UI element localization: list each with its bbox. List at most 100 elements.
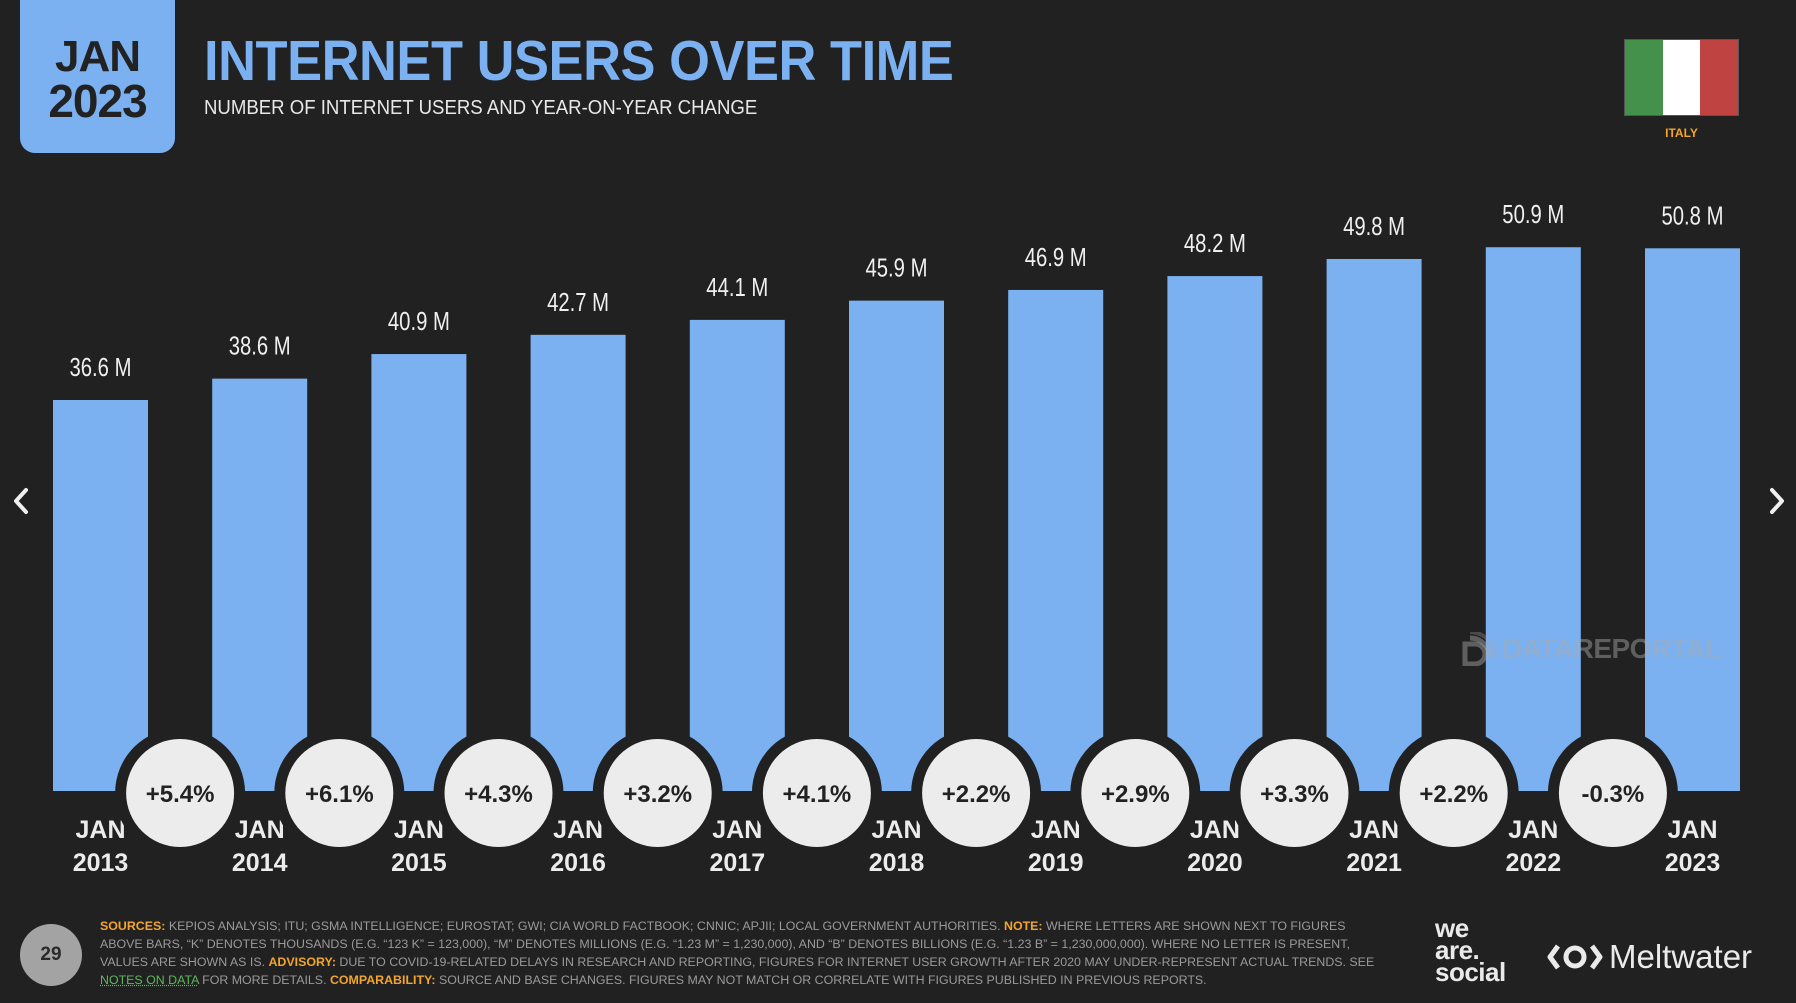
category-label-month: JAN <box>1667 816 1717 844</box>
yoy-bubble <box>1081 739 1190 847</box>
flag-stripe-white <box>1662 40 1701 115</box>
bar <box>53 400 148 791</box>
footnote-text: KEPIOS ANALYSIS; ITU; GSMA INTELLIGENCE;… <box>165 919 1004 933</box>
bar <box>1008 289 1104 791</box>
yoy-bubble <box>285 739 394 847</box>
category-label-month: JAN <box>235 816 285 844</box>
yoy-bubble <box>922 739 1031 847</box>
category-label-year: 2023 <box>1665 849 1721 877</box>
category-label-month: JAN <box>394 816 444 844</box>
bar <box>1645 248 1740 792</box>
page-subtitle: NUMBER OF INTERNET USERS AND YEAR-ON-YEA… <box>204 97 758 119</box>
footnote-text: SOURCE AND BASE CHANGES. FIGURES MAY NOT… <box>435 973 1207 987</box>
value-label: 40.9 M <box>388 307 450 336</box>
bar <box>849 300 944 791</box>
flag-stripe-green <box>1625 40 1663 115</box>
meltwater-logo: Meltwater <box>1547 938 1752 976</box>
yoy-change-label: +4.1% <box>783 781 852 808</box>
yoy-change-label: +2.2% <box>1419 781 1488 808</box>
category-label-month: JAN <box>1508 816 1558 844</box>
value-label: 46.9 M <box>1025 243 1087 272</box>
bar <box>530 334 626 791</box>
category-label-year: 2016 <box>550 849 606 877</box>
footnote-text: WHERE LETTERS ARE SHOWN NEXT TO FIGURES … <box>100 919 1350 969</box>
yoy-change-label: +2.9% <box>1101 781 1170 808</box>
yoy-bubble <box>603 739 712 847</box>
bar <box>689 319 785 791</box>
footnote: SOURCES: KEPIOS ANALYSIS; ITU; GSMA INTE… <box>100 917 1390 989</box>
category-label-month: JAN <box>712 816 762 844</box>
meltwater-wordmark: Meltwater <box>1609 938 1753 975</box>
yoy-bubble <box>1558 739 1667 847</box>
yoy-bubble <box>1240 739 1349 847</box>
chevron-left-icon <box>14 488 28 514</box>
page-title: INTERNET USERS OVER TIME <box>204 29 954 93</box>
bar <box>371 354 467 791</box>
yoy-change-label: +3.3% <box>1260 781 1329 808</box>
category-label-year: 2013 <box>73 849 129 877</box>
footnote-key: SOURCES: <box>100 919 166 933</box>
previous-slide-button[interactable] <box>11 486 31 516</box>
yoy-bubble <box>444 739 553 847</box>
footnote-key: ADVISORY: <box>268 955 336 969</box>
date-badge-year: 2023 <box>48 74 147 127</box>
value-label: 50.8 M <box>1662 201 1724 230</box>
datareportal-logo-icon <box>1462 632 1498 666</box>
value-label: 44.1 M <box>706 272 768 301</box>
date-badge-month: JAN <box>54 32 141 82</box>
bar <box>1167 276 1263 791</box>
category-label-month: JAN <box>75 816 125 844</box>
category-label-year: 2021 <box>1346 849 1402 877</box>
footnote-key: NOTE: <box>1004 919 1043 933</box>
bar-chart: 36.6 M JAN 2013 38.6 M JAN 2014 40.9 M JAN 2015 4… <box>53 200 1740 877</box>
category-label-year: 2017 <box>709 849 765 877</box>
bar <box>1485 247 1581 791</box>
value-label: 42.7 M <box>547 287 609 316</box>
logo-line: social <box>1435 957 1506 987</box>
we-are-social-logo: we are. social <box>1435 913 1506 987</box>
page-number: 29 <box>20 924 82 986</box>
category-label-year: 2020 <box>1187 849 1243 877</box>
yoy-bubble <box>126 739 235 847</box>
category-label-year: 2014 <box>232 849 288 877</box>
category-label-year: 2015 <box>391 849 447 877</box>
flag-stripe-red <box>1700 40 1739 115</box>
yoy-change-label: +4.3% <box>464 781 533 808</box>
value-label: 36.6 M <box>70 353 132 382</box>
watermark-text: DATAREPORTAL <box>1502 633 1722 664</box>
category-label-month: JAN <box>1031 816 1081 844</box>
date-badge: JAN 2023 <box>20 0 175 153</box>
value-label: 48.2 M <box>1184 229 1246 258</box>
value-label: 45.9 M <box>866 253 928 282</box>
value-label: 49.8 M <box>1343 212 1405 241</box>
footnote-text: DUE TO COVID-19-RELATED DELAYS IN RESEAR… <box>335 955 1375 969</box>
category-label-month: JAN <box>871 816 921 844</box>
category-label-year: 2022 <box>1505 849 1561 877</box>
yoy-change-label: +5.4% <box>146 781 215 808</box>
value-label: 50.9 M <box>1502 200 1564 229</box>
yoy-change-label: +6.1% <box>305 781 374 808</box>
italy-flag-icon <box>1625 40 1739 115</box>
category-label-month: JAN <box>1190 816 1240 844</box>
category-label-year: 2019 <box>1028 849 1084 877</box>
bar <box>212 378 308 791</box>
country-label: ITALY <box>1665 126 1698 140</box>
category-label-month: JAN <box>1349 816 1399 844</box>
chevron-right-icon <box>1770 488 1784 514</box>
category-label-year: 2018 <box>869 849 925 877</box>
logo-line: are. <box>1435 935 1480 965</box>
datareportal-watermark: DATAREPORTAL <box>1462 632 1722 666</box>
yoy-bubble <box>762 739 871 847</box>
footnote-key: COMPARABILITY: <box>329 973 436 987</box>
yoy-change-label: -0.3% <box>1582 781 1645 808</box>
category-label-month: JAN <box>553 816 603 844</box>
yoy-change-label: +3.2% <box>623 781 692 808</box>
meltwater-eye-icon <box>1547 944 1603 970</box>
logo-line: we <box>1435 913 1469 943</box>
yoy-bubble <box>1399 739 1508 847</box>
next-slide-button[interactable] <box>1767 486 1787 516</box>
footnote-text: FOR MORE DETAILS. <box>198 973 330 987</box>
notes-on-data-link[interactable]: NOTES ON DATA <box>100 973 199 987</box>
value-label: 38.6 M <box>229 331 291 360</box>
yoy-change-label: +2.2% <box>942 781 1011 808</box>
